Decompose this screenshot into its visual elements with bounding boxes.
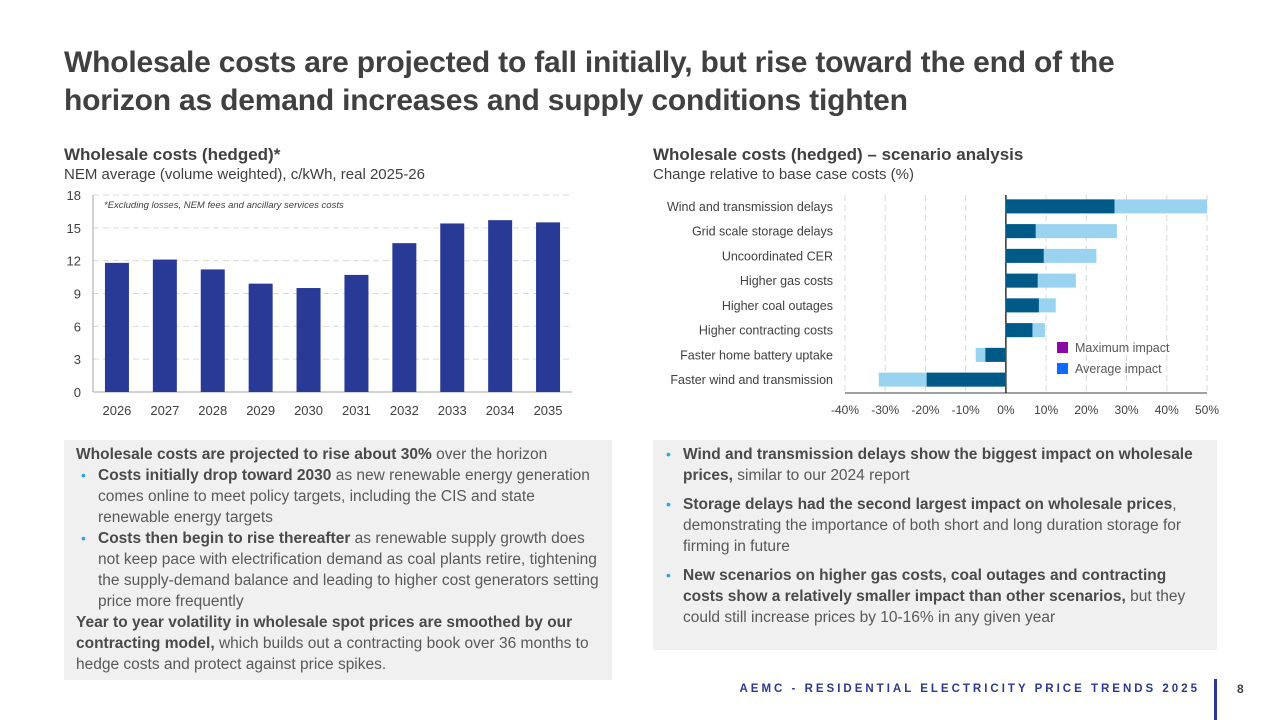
- x-tick-label: 2029: [246, 403, 275, 418]
- footer-divider: [1214, 679, 1217, 720]
- category-label: Grid scale storage delays: [692, 225, 833, 239]
- left-summary-box: Wholesale costs are projected to rise ab…: [64, 440, 612, 680]
- bar-average-impact: [1005, 273, 1038, 288]
- left-summary-bullets: Costs initially drop toward 2030 as new …: [76, 465, 602, 612]
- x-tick-label: -10%: [952, 403, 980, 417]
- right-bullet: Wind and transmission delays show the bi…: [661, 444, 1201, 486]
- left-chart-title: Wholesale costs (hedged)*: [64, 145, 281, 164]
- right-chart-subtitle: Change relative to base case costs (%): [653, 166, 914, 183]
- bar-2031: [344, 274, 369, 392]
- bar-average-impact: [985, 347, 1006, 362]
- slide-title: Wholesale costs are projected to fall in…: [64, 46, 1115, 117]
- right-summary-box: Wind and transmission delays show the bi…: [653, 440, 1217, 650]
- category-label: Higher coal outages: [722, 299, 833, 313]
- y-tick-label: 6: [74, 319, 81, 334]
- bar-average-impact: [926, 372, 1006, 387]
- right-bullet: New scenarios on higher gas costs, coal …: [661, 565, 1201, 628]
- y-tick-label: 15: [67, 221, 81, 236]
- category-label: Faster wind and transmission: [670, 373, 833, 387]
- bar-average-impact: [1005, 323, 1033, 338]
- y-tick-label: 3: [74, 352, 81, 367]
- left-summary-headline: Wholesale costs are projected to rise ab…: [76, 446, 548, 463]
- x-tick-label: 2032: [390, 403, 419, 418]
- category-label: Higher contracting costs: [699, 324, 833, 338]
- page-number: 8: [1237, 682, 1244, 696]
- right-summary-bullets: Wind and transmission delays show the bi…: [661, 444, 1201, 628]
- bar-average-impact: [1005, 298, 1039, 313]
- x-tick-label: 20%: [1074, 403, 1098, 417]
- x-tick-label: 2031: [342, 403, 371, 418]
- bar-2027: [152, 259, 177, 392]
- x-tick-label: 50%: [1195, 403, 1219, 417]
- bar-2028: [200, 269, 225, 392]
- legend-label: Maximum impact: [1075, 341, 1170, 355]
- left-bullet: Costs initially drop toward 2030 as new …: [76, 465, 602, 528]
- legend-label: Average impact: [1075, 362, 1162, 376]
- bar-2035: [536, 222, 561, 392]
- x-tick-label: 30%: [1115, 403, 1139, 417]
- bar-2029: [248, 283, 273, 392]
- category-label: Faster home battery uptake: [680, 348, 833, 362]
- left-summary-closing: Year to year volatility in wholesale spo…: [76, 614, 589, 673]
- x-tick-label: 2028: [198, 403, 227, 418]
- bar-2030: [296, 288, 321, 392]
- bar-2034: [488, 220, 513, 392]
- category-label: Uncoordinated CER: [722, 249, 833, 263]
- right-chart-title: Wholesale costs (hedged) – scenario anal…: [653, 145, 1024, 164]
- x-tick-label: 2026: [102, 403, 131, 418]
- x-tick-label: -40%: [831, 403, 859, 417]
- left-bullet: Costs then begin to rise thereafter as r…: [76, 528, 602, 612]
- bar-average-impact: [1005, 224, 1036, 239]
- bar-2033: [440, 223, 465, 392]
- bar-2032: [392, 243, 417, 392]
- bar-2026: [104, 262, 129, 392]
- x-tick-label: -30%: [871, 403, 899, 417]
- bar-average-impact: [1005, 199, 1115, 214]
- legend-swatch-maximum: [1057, 342, 1068, 353]
- chart-annotation: *Excluding losses, NEM fees and ancillar…: [104, 200, 344, 211]
- x-tick-label: 2034: [486, 403, 515, 418]
- y-tick-label: 0: [74, 385, 81, 400]
- wholesale-costs-bar-chart: 0 3 6 9 12 15 18 *Excluding losses, NEM fees an…: [67, 188, 572, 418]
- x-tick-label: 40%: [1155, 403, 1179, 417]
- x-tick-label: 10%: [1034, 403, 1058, 417]
- x-tick-label: 0%: [997, 403, 1015, 417]
- bar-average-impact: [1005, 248, 1044, 263]
- x-tick-label: 2033: [438, 403, 467, 418]
- left-chart-subtitle: NEM average (volume weighted), c/kWh, re…: [64, 166, 425, 183]
- footer-report-title: AEMC - RESIDENTIAL ELECTRICITY PRICE TRE…: [739, 683, 1200, 695]
- x-tick-label: -20%: [911, 403, 939, 417]
- x-tick-label: 2035: [534, 403, 563, 418]
- right-bullet: Storage delays had the second largest im…: [661, 494, 1201, 557]
- x-tick-label: 2027: [150, 403, 179, 418]
- legend-swatch-average: [1057, 363, 1068, 374]
- x-tick-label: 2030: [294, 403, 323, 418]
- scenario-analysis-chart: -40% -30% -20% -10% 0% 10% 20% 30% 40% 50% Wind an…: [667, 195, 1219, 417]
- y-tick-label: 9: [74, 287, 81, 302]
- category-label: Wind and transmission delays: [667, 200, 833, 214]
- category-label: Higher gas costs: [740, 274, 833, 288]
- y-tick-label: 18: [67, 188, 81, 203]
- y-tick-label: 12: [67, 254, 81, 269]
